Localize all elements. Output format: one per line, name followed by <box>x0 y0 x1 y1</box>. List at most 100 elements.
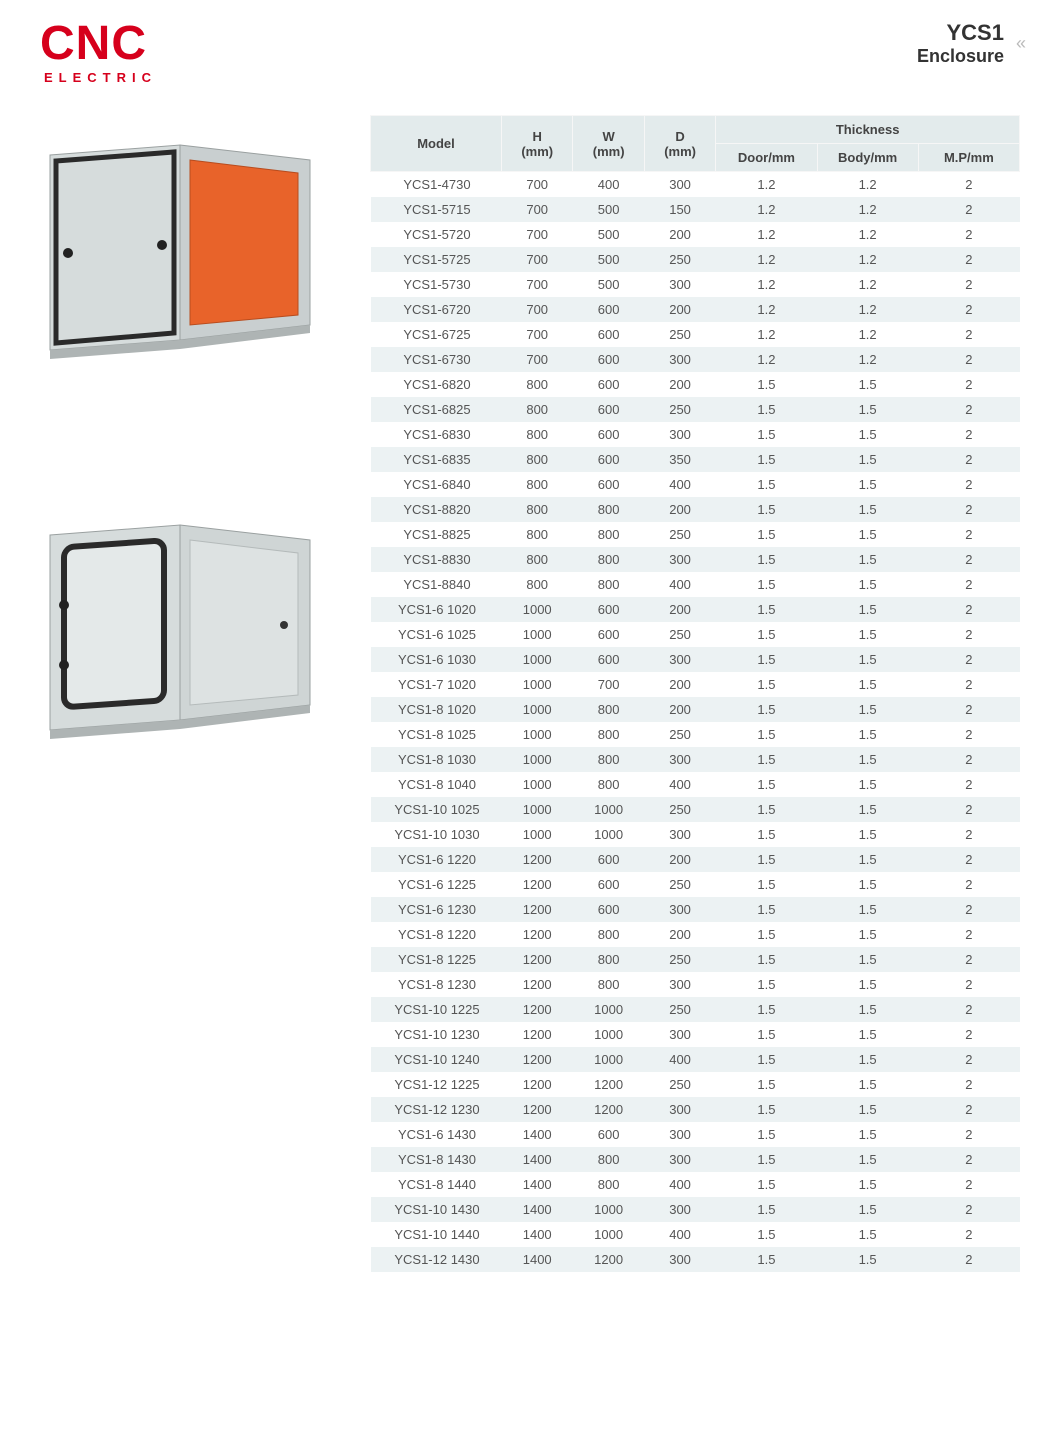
table-row: YCS1-8 122512008002501.51.52 <box>371 947 1020 972</box>
brand-logo: CNC ELECTRIC <box>40 20 157 85</box>
cell-value: 600 <box>573 447 644 472</box>
cell-model: YCS1-10 1440 <box>371 1222 502 1247</box>
table-row: YCS1-88208008002001.51.52 <box>371 497 1020 522</box>
cell-value: 250 <box>644 322 715 347</box>
cell-model: YCS1-10 1430 <box>371 1197 502 1222</box>
cell-value: 1000 <box>501 697 572 722</box>
cell-value: 1.5 <box>817 422 918 447</box>
table-row: YCS1-8 102510008002501.51.52 <box>371 722 1020 747</box>
cell-value: 300 <box>644 747 715 772</box>
cell-value: 2 <box>918 372 1019 397</box>
cell-value: 800 <box>573 772 644 797</box>
table-row: YCS1-68308006003001.51.52 <box>371 422 1020 447</box>
cell-model: YCS1-6725 <box>371 322 502 347</box>
cell-model: YCS1-12 1430 <box>371 1247 502 1272</box>
cell-value: 2 <box>918 772 1019 797</box>
cell-value: 300 <box>644 972 715 997</box>
cell-model: YCS1-6825 <box>371 397 502 422</box>
cell-value: 1.5 <box>817 922 918 947</box>
cell-value: 2 <box>918 1122 1019 1147</box>
cell-value: 1.5 <box>716 1022 817 1047</box>
cell-value: 1.5 <box>817 722 918 747</box>
cell-value: 1.5 <box>716 1097 817 1122</box>
page-title-block: YCS1 Enclosure « <box>917 20 1020 67</box>
cell-model: YCS1-5720 <box>371 222 502 247</box>
cell-value: 600 <box>573 847 644 872</box>
cell-value: 400 <box>644 572 715 597</box>
cell-value: 250 <box>644 1072 715 1097</box>
cell-value: 300 <box>644 172 715 198</box>
cell-value: 1.5 <box>817 372 918 397</box>
cell-value: 1.5 <box>716 1047 817 1072</box>
cell-value: 1.5 <box>716 797 817 822</box>
cell-value: 2 <box>918 922 1019 947</box>
cell-value: 700 <box>501 247 572 272</box>
cell-value: 250 <box>644 997 715 1022</box>
cell-model: YCS1-6830 <box>371 422 502 447</box>
cell-value: 2 <box>918 197 1019 222</box>
cell-value: 1200 <box>501 1072 572 1097</box>
cell-value: 1000 <box>501 722 572 747</box>
cell-model: YCS1-6 1030 <box>371 647 502 672</box>
cell-value: 350 <box>644 447 715 472</box>
cell-value: 1.2 <box>817 322 918 347</box>
cell-value: 1000 <box>573 1047 644 1072</box>
table-row: YCS1-57307005003001.21.22 <box>371 272 1020 297</box>
cell-value: 200 <box>644 222 715 247</box>
cell-value: 1.5 <box>817 1047 918 1072</box>
cell-value: 2 <box>918 447 1019 472</box>
table-row: YCS1-88308008003001.51.52 <box>371 547 1020 572</box>
cell-value: 800 <box>501 447 572 472</box>
cell-value: 1.2 <box>817 222 918 247</box>
cell-model: YCS1-12 1225 <box>371 1072 502 1097</box>
cell-value: 1.5 <box>716 847 817 872</box>
cell-value: 800 <box>501 547 572 572</box>
cell-value: 1000 <box>501 797 572 822</box>
cell-value: 2 <box>918 697 1019 722</box>
th-body: Body/mm <box>817 144 918 172</box>
cell-value: 1400 <box>501 1222 572 1247</box>
cell-model: YCS1-8840 <box>371 572 502 597</box>
cell-value: 2 <box>918 797 1019 822</box>
table-row: YCS1-6 122012006002001.51.52 <box>371 847 1020 872</box>
cell-value: 800 <box>501 397 572 422</box>
table-row: YCS1-8 123012008003001.51.52 <box>371 972 1020 997</box>
cell-value: 600 <box>573 372 644 397</box>
cell-value: 1.5 <box>817 647 918 672</box>
cell-model: YCS1-8 1025 <box>371 722 502 747</box>
cell-value: 1.5 <box>716 472 817 497</box>
cell-value: 2 <box>918 997 1019 1022</box>
cell-value: 200 <box>644 922 715 947</box>
cell-value: 600 <box>573 622 644 647</box>
cell-model: YCS1-8825 <box>371 522 502 547</box>
th-thickness: Thickness <box>716 116 1020 144</box>
cell-value: 300 <box>644 1022 715 1047</box>
cell-value: 1000 <box>573 797 644 822</box>
cell-value: 1000 <box>501 822 572 847</box>
cell-value: 1.5 <box>716 597 817 622</box>
cell-value: 1000 <box>573 822 644 847</box>
cell-value: 1.5 <box>817 447 918 472</box>
chevron-right-icon: « <box>1016 33 1020 54</box>
cell-model: YCS1-6 1225 <box>371 872 502 897</box>
cell-value: 2 <box>918 1022 1019 1047</box>
table-row: YCS1-68408006004001.51.52 <box>371 472 1020 497</box>
cell-value: 1400 <box>501 1122 572 1147</box>
cell-value: 600 <box>573 472 644 497</box>
cell-value: 1.5 <box>817 847 918 872</box>
cell-value: 2 <box>918 672 1019 697</box>
cell-value: 2 <box>918 897 1019 922</box>
cell-value: 300 <box>644 1097 715 1122</box>
cell-value: 1.2 <box>716 222 817 247</box>
product-image-open-grey <box>40 505 320 765</box>
cell-model: YCS1-5725 <box>371 247 502 272</box>
cell-model: YCS1-6 1430 <box>371 1122 502 1147</box>
cell-value: 2 <box>918 647 1019 672</box>
cell-value: 300 <box>644 822 715 847</box>
cell-value: 250 <box>644 522 715 547</box>
cell-value: 1.5 <box>817 597 918 622</box>
table-row: YCS1-57157005001501.21.22 <box>371 197 1020 222</box>
cell-value: 700 <box>501 297 572 322</box>
cell-model: YCS1-7 1020 <box>371 672 502 697</box>
cell-value: 1.5 <box>716 397 817 422</box>
